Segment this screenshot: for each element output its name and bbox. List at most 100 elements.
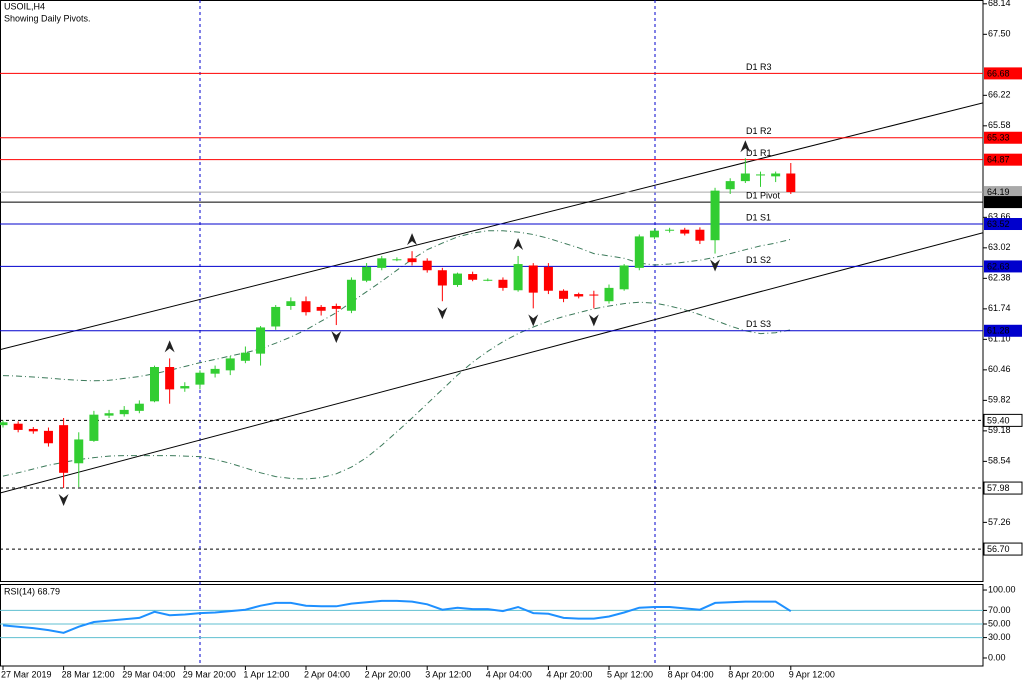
x-tick-label: 9 Apr 12:00 bbox=[789, 669, 835, 679]
candle-body bbox=[756, 174, 765, 176]
level-label: 66.68 bbox=[987, 68, 1010, 78]
candle-body bbox=[619, 265, 629, 290]
candle-body bbox=[771, 173, 781, 177]
level-name: D1 Pivot bbox=[746, 190, 781, 200]
level-label: 56.70 bbox=[987, 544, 1010, 554]
level-label: 62.63 bbox=[987, 261, 1010, 271]
level-box bbox=[984, 196, 1022, 209]
candle-body bbox=[528, 265, 538, 293]
x-tick-label: 1 Apr 12:00 bbox=[243, 669, 289, 679]
band-line bbox=[2, 230, 791, 382]
rsi-line bbox=[2, 599, 792, 634]
level-box bbox=[984, 260, 1022, 273]
fractal-down bbox=[588, 314, 599, 327]
level-box bbox=[984, 218, 1022, 231]
x-tick-label: 8 Apr 04:00 bbox=[668, 669, 714, 679]
x-tick-label: 3 Apr 12:00 bbox=[425, 669, 471, 679]
candle-body bbox=[589, 294, 599, 296]
y-tick-label: 58.54 bbox=[988, 456, 1011, 466]
candle-body bbox=[28, 428, 38, 432]
candle-body bbox=[680, 229, 690, 234]
y-tick-label: 60.46 bbox=[988, 364, 1011, 374]
y-tick-label: 61.74 bbox=[988, 303, 1011, 313]
candle-body bbox=[89, 414, 99, 441]
level-name: D1 R1 bbox=[746, 148, 772, 158]
fractal-up bbox=[513, 237, 524, 250]
y-tick-label: 63.02 bbox=[988, 242, 1011, 252]
level-box bbox=[984, 153, 1022, 166]
candle-body bbox=[483, 279, 493, 281]
candle-body bbox=[104, 413, 114, 416]
candle-body bbox=[301, 301, 311, 313]
candle-body bbox=[498, 279, 508, 288]
y-tick-label: 57.26 bbox=[988, 517, 1011, 527]
candle-body bbox=[649, 230, 659, 238]
candle-body bbox=[256, 327, 266, 354]
candle-body bbox=[740, 173, 750, 182]
candle-body bbox=[543, 266, 553, 291]
level-name: D1 S2 bbox=[746, 255, 771, 265]
trendline bbox=[0, 232, 983, 494]
candle-body bbox=[150, 366, 159, 402]
candle-body bbox=[331, 305, 341, 309]
x-tick-label: 29 Mar 04:00 bbox=[122, 669, 175, 679]
candle-body bbox=[392, 259, 402, 261]
chart-title: USOIL,H4 bbox=[4, 1, 45, 11]
y-tick-label: 62.38 bbox=[988, 273, 1011, 283]
y-tick-label: 63.66 bbox=[988, 212, 1011, 222]
candle-body bbox=[604, 287, 614, 302]
x-tick-label: 2 Apr 04:00 bbox=[304, 669, 350, 679]
trendline bbox=[0, 102, 983, 351]
candle-body bbox=[240, 352, 250, 361]
candle-body bbox=[513, 264, 523, 291]
candle-body bbox=[468, 274, 478, 280]
fractal-up bbox=[740, 140, 751, 153]
level-label: 63.52 bbox=[987, 219, 1010, 229]
level-box bbox=[983, 481, 1023, 495]
main-plot: D1 R3 D1 R2 D1 R1 D1 Pivot D1 S1 D1 S2 D1 S3 bbox=[0, 62, 983, 550]
candle-body bbox=[119, 409, 129, 415]
chart-subtitle: Showing Daily Pivots. bbox=[4, 13, 91, 23]
candle-body bbox=[453, 273, 462, 286]
level-name: D1 R3 bbox=[746, 62, 772, 72]
rsi-plot bbox=[0, 599, 983, 639]
candle-body bbox=[0, 422, 8, 426]
y-tick-label: 66.22 bbox=[988, 90, 1011, 100]
y-tick-label: 61.10 bbox=[988, 334, 1011, 344]
candle-body bbox=[710, 190, 720, 241]
level-label: 61.28 bbox=[987, 326, 1010, 336]
level-label: 59.40 bbox=[987, 415, 1010, 425]
fractal-down bbox=[58, 494, 69, 507]
rsi-panel-frame bbox=[0, 584, 984, 667]
level-box bbox=[984, 67, 1022, 80]
rsi-tick-label: 100.00 bbox=[988, 584, 1016, 594]
level-box bbox=[984, 131, 1022, 144]
x-tick-label: 5 Apr 12:00 bbox=[607, 669, 653, 679]
y-tick-label: 65.58 bbox=[988, 120, 1011, 130]
candle-body bbox=[665, 229, 675, 231]
fractal-up bbox=[164, 340, 175, 353]
candle-body bbox=[271, 306, 281, 327]
candle-body bbox=[43, 430, 53, 444]
candle-body bbox=[195, 372, 205, 385]
candle-body bbox=[316, 306, 326, 311]
x-tick-label: 28 Mar 12:00 bbox=[62, 669, 115, 679]
candle-body bbox=[346, 279, 356, 311]
candle-body bbox=[13, 423, 23, 430]
level-box bbox=[984, 324, 1022, 337]
candle-body bbox=[437, 270, 447, 286]
candle-body bbox=[634, 236, 644, 268]
rsi-tick-label: 70.00 bbox=[988, 605, 1011, 615]
candle-body bbox=[725, 181, 735, 190]
x-tick-label: 8 Apr 20:00 bbox=[728, 669, 774, 679]
rsi-label: RSI(14) 68.79 bbox=[4, 586, 60, 596]
rsi-tick-label: 0.00 bbox=[988, 652, 1006, 662]
level-name: D1 R2 bbox=[746, 126, 772, 136]
rsi-tick-label: 30.00 bbox=[988, 632, 1011, 642]
level-box bbox=[983, 413, 1023, 427]
x-tick-label: 2 Apr 20:00 bbox=[365, 669, 411, 679]
candle-body bbox=[362, 266, 372, 281]
candle-body bbox=[422, 260, 432, 271]
